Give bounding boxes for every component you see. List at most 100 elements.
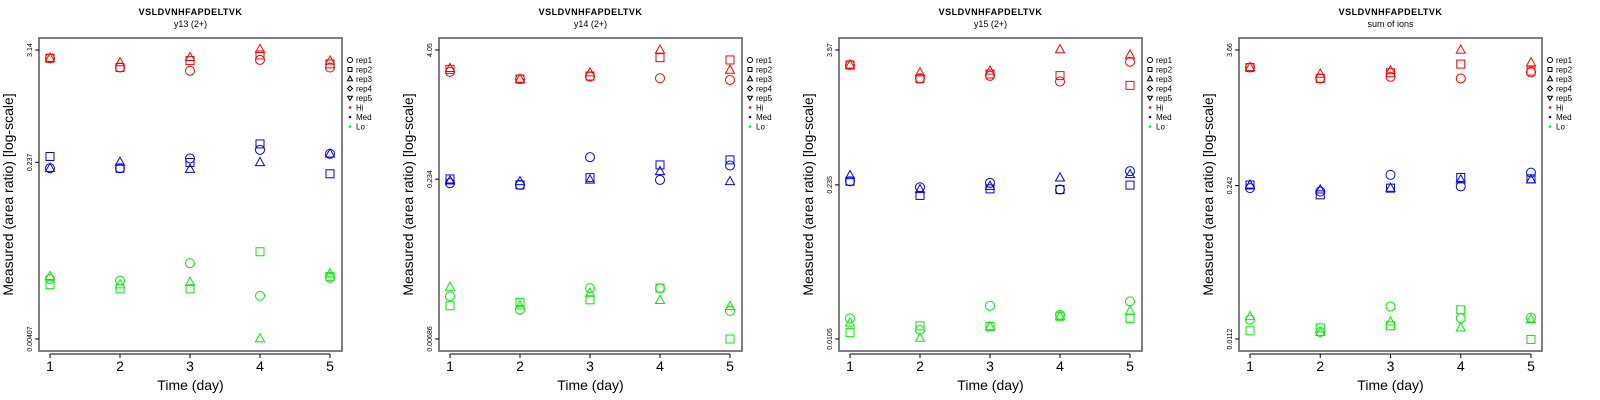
x-tick-label: 2 (916, 358, 924, 374)
chart-title: VSLDVNHFAPDELTVK (539, 7, 643, 17)
legend-item-rep4: rep4 (756, 85, 773, 94)
data-point-lo-rep3 (724, 300, 736, 311)
data-point-lo-rep2 (115, 284, 125, 294)
legend-square-icon (747, 67, 753, 72)
data-point-hi-rep3 (324, 54, 336, 65)
legend-diamond-icon (746, 85, 754, 92)
legend-triangle-icon (746, 74, 754, 82)
data-point-lo-rep2 (255, 247, 265, 257)
legend-item-rep3: rep3 (1156, 75, 1173, 84)
legend-item-med: Med (1156, 113, 1172, 122)
legend-triangle-icon (346, 74, 354, 82)
data-point-med-rep3 (984, 180, 996, 190)
x-tick-label: 5 (326, 358, 334, 374)
legend-item-rep5: rep5 (756, 94, 773, 103)
data-point-lo-rep2 (1125, 313, 1135, 323)
data-point-hi-rep3 (1525, 56, 1537, 67)
legend-item-rep3: rep3 (756, 75, 773, 84)
x-tick-label: 4 (256, 358, 264, 374)
y-tick-label: 0.242 (1227, 177, 1234, 195)
data-point-med-rep3 (654, 165, 666, 176)
data-point-lo-rep3 (1244, 310, 1256, 321)
chart-panel-3: VSLDVNHFAPDELTVK y15 (2+) 3.57 0.235 0.0105 1… (800, 7, 1173, 393)
y-tick-label: 3.14 (27, 43, 34, 57)
data-point-med-rep3 (1525, 173, 1537, 184)
legend-diamond-icon (1146, 85, 1154, 92)
legend-item-rep2: rep2 (1556, 66, 1573, 75)
legend-item-rep4: rep4 (1156, 85, 1173, 94)
data-point-med-rep1 (255, 144, 265, 155)
legend-item-med: Med (356, 113, 372, 122)
data-point-hi-rep3 (1124, 48, 1136, 59)
data-point-med-rep1 (1055, 184, 1065, 195)
legend-dot-icon (1548, 115, 1552, 119)
data-point-med-rep2 (845, 176, 855, 186)
data-point-hi-rep3 (1244, 61, 1256, 72)
data-point-med-rep3 (324, 147, 336, 158)
data-point-med-rep1 (845, 176, 855, 187)
data-point-lo-rep3 (1054, 310, 1066, 320)
data-point-hi-rep2 (115, 62, 125, 72)
data-point-hi-rep1 (185, 65, 195, 76)
data-point-med-rep3 (1124, 168, 1136, 179)
data-point-hi-rep2 (255, 50, 265, 60)
data-point-med-rep2 (1125, 180, 1135, 190)
data-point-hi-rep3 (1385, 64, 1396, 75)
data-point-med-rep3 (844, 169, 856, 180)
legend-item-rep4: rep4 (1556, 85, 1573, 94)
legend-dot-icon (1148, 106, 1152, 109)
x-tick-label: 1 (46, 358, 54, 374)
data-point-lo-rep1 (585, 283, 595, 294)
data-point-med-rep1 (1526, 167, 1536, 178)
data-point-lo-rep2 (655, 283, 665, 293)
data-point-med-rep1 (985, 177, 995, 188)
legend-triangle-icon (1546, 74, 1554, 82)
data-point-med-rep2 (325, 169, 335, 179)
legend-item-lo: Lo (1556, 123, 1565, 132)
data-point-med-rep3 (724, 175, 736, 186)
data-point-med-rep3 (1244, 178, 1256, 189)
data-point-hi-rep3 (654, 43, 666, 54)
plot-frame (438, 37, 743, 352)
data-point-hi-rep2 (915, 74, 925, 84)
data-point-hi-rep2 (1315, 73, 1325, 83)
x-tick-label: 4 (1056, 358, 1064, 374)
legend-item-rep5: rep5 (1556, 94, 1573, 103)
data-point-lo-rep3 (1385, 315, 1396, 326)
data-point-hi-rep2 (1456, 59, 1466, 69)
data-point-hi-rep1 (985, 70, 995, 81)
chart-title: VSLDVNHFAPDELTVK (939, 7, 1043, 17)
legend-item-rep1: rep1 (756, 56, 773, 65)
data-point-lo-rep1 (845, 313, 855, 324)
data-point-hi-rep1 (1125, 56, 1135, 67)
data-point-lo-rep3 (1455, 321, 1467, 332)
data-point-hi-rep1 (255, 54, 265, 65)
legend-square-icon (1547, 67, 1553, 72)
data-point-med-rep3 (444, 174, 456, 185)
data-point-lo-rep2 (1245, 326, 1255, 336)
legend-item-rep4: rep4 (356, 85, 373, 94)
data-point-lo-rep3 (324, 267, 336, 278)
data-point-med-rep3 (584, 173, 596, 184)
legend-circle-icon (1547, 57, 1553, 63)
data-point-med-rep1 (585, 152, 595, 163)
legend-item-rep3: rep3 (1556, 75, 1573, 84)
legend-diamond-icon (1546, 85, 1554, 92)
legend-dot-icon (348, 106, 352, 109)
legend-item-rep2: rep2 (356, 66, 373, 75)
data-point-lo-rep3 (984, 320, 996, 331)
data-point-lo-rep2 (185, 284, 195, 294)
x-tick-label: 3 (986, 358, 994, 374)
data-point-hi-rep2 (445, 64, 455, 74)
data-point-lo-rep3 (184, 276, 196, 286)
legend-item-rep2: rep2 (1156, 66, 1173, 75)
data-point-hi-rep3 (914, 66, 926, 77)
legend-item-lo: Lo (1156, 123, 1165, 132)
legend-item-med: Med (756, 113, 772, 122)
x-tick-label: 5 (1126, 358, 1134, 374)
data-point-hi-rep3 (514, 73, 526, 83)
legend-diamond-icon (346, 85, 354, 92)
legend-triangle-down-icon (346, 95, 354, 102)
legend-item-hi: Hi (1156, 104, 1164, 113)
